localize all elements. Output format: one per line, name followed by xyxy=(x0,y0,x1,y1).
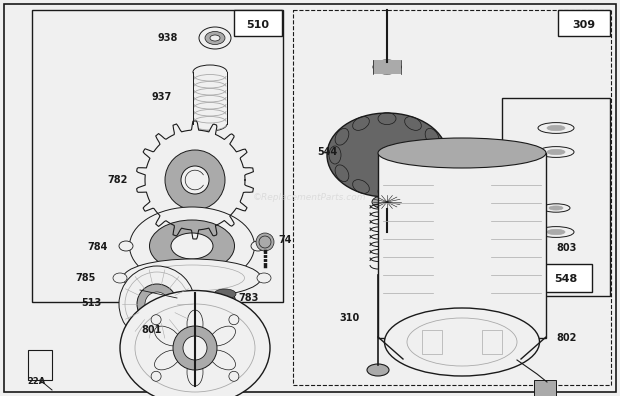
Ellipse shape xyxy=(373,60,401,74)
Ellipse shape xyxy=(199,27,231,49)
Text: 803: 803 xyxy=(556,243,577,253)
Bar xyxy=(482,330,502,354)
Ellipse shape xyxy=(154,350,180,370)
Circle shape xyxy=(229,371,239,381)
Circle shape xyxy=(183,336,207,360)
Ellipse shape xyxy=(257,273,271,283)
Circle shape xyxy=(137,284,177,324)
Circle shape xyxy=(151,315,161,325)
Ellipse shape xyxy=(210,350,236,370)
Text: 22A: 22A xyxy=(27,377,45,386)
Circle shape xyxy=(256,233,274,251)
Circle shape xyxy=(151,371,161,381)
Ellipse shape xyxy=(372,195,402,209)
Ellipse shape xyxy=(205,32,225,44)
Ellipse shape xyxy=(538,227,574,237)
Ellipse shape xyxy=(547,125,565,131)
Bar xyxy=(540,264,592,292)
Ellipse shape xyxy=(378,138,546,168)
Bar xyxy=(28,350,52,380)
Ellipse shape xyxy=(113,273,127,283)
Ellipse shape xyxy=(549,206,563,210)
Ellipse shape xyxy=(327,113,447,197)
Ellipse shape xyxy=(384,308,539,376)
Text: 309: 309 xyxy=(572,20,596,30)
Ellipse shape xyxy=(120,291,270,396)
Ellipse shape xyxy=(193,117,227,131)
Bar xyxy=(422,330,442,354)
Text: 783: 783 xyxy=(238,293,259,303)
Text: 784: 784 xyxy=(87,242,108,252)
Text: 801: 801 xyxy=(141,325,162,335)
Bar xyxy=(373,60,401,74)
Ellipse shape xyxy=(210,326,236,346)
Bar xyxy=(293,10,611,385)
Ellipse shape xyxy=(210,35,220,41)
Ellipse shape xyxy=(149,220,234,272)
Ellipse shape xyxy=(154,326,180,346)
Bar xyxy=(193,72,227,124)
Circle shape xyxy=(165,150,225,210)
Ellipse shape xyxy=(367,364,389,376)
Text: 548: 548 xyxy=(554,274,578,284)
Ellipse shape xyxy=(214,289,236,299)
Bar xyxy=(378,153,546,338)
Text: 785: 785 xyxy=(76,273,96,283)
Ellipse shape xyxy=(187,310,203,338)
Circle shape xyxy=(173,326,217,370)
Bar xyxy=(534,380,556,396)
Text: 938: 938 xyxy=(157,33,178,43)
Text: 310: 310 xyxy=(340,313,360,323)
Ellipse shape xyxy=(547,149,565,155)
Bar xyxy=(558,10,610,36)
Ellipse shape xyxy=(538,147,574,157)
Ellipse shape xyxy=(214,290,236,318)
Text: 513: 513 xyxy=(82,298,102,308)
Text: 802: 802 xyxy=(556,333,577,343)
Bar xyxy=(234,10,282,36)
Bar xyxy=(32,10,283,302)
Text: 544: 544 xyxy=(317,147,338,157)
Ellipse shape xyxy=(130,207,254,285)
Circle shape xyxy=(229,315,239,325)
Ellipse shape xyxy=(171,233,213,259)
Ellipse shape xyxy=(187,358,203,386)
Ellipse shape xyxy=(123,259,261,297)
Circle shape xyxy=(145,292,169,316)
Circle shape xyxy=(259,236,271,248)
Ellipse shape xyxy=(542,204,570,212)
Text: ©ReplacementParts.com: ©ReplacementParts.com xyxy=(253,194,367,202)
Text: 510: 510 xyxy=(247,20,270,30)
Ellipse shape xyxy=(193,65,227,79)
Bar xyxy=(502,98,610,296)
Text: 782: 782 xyxy=(108,175,128,185)
Ellipse shape xyxy=(547,229,565,235)
Text: 937: 937 xyxy=(152,92,172,102)
Polygon shape xyxy=(136,121,254,239)
Text: 74: 74 xyxy=(278,235,291,245)
Circle shape xyxy=(181,166,209,194)
Ellipse shape xyxy=(538,123,574,133)
Ellipse shape xyxy=(119,241,133,251)
Ellipse shape xyxy=(251,241,265,251)
Circle shape xyxy=(119,266,195,342)
